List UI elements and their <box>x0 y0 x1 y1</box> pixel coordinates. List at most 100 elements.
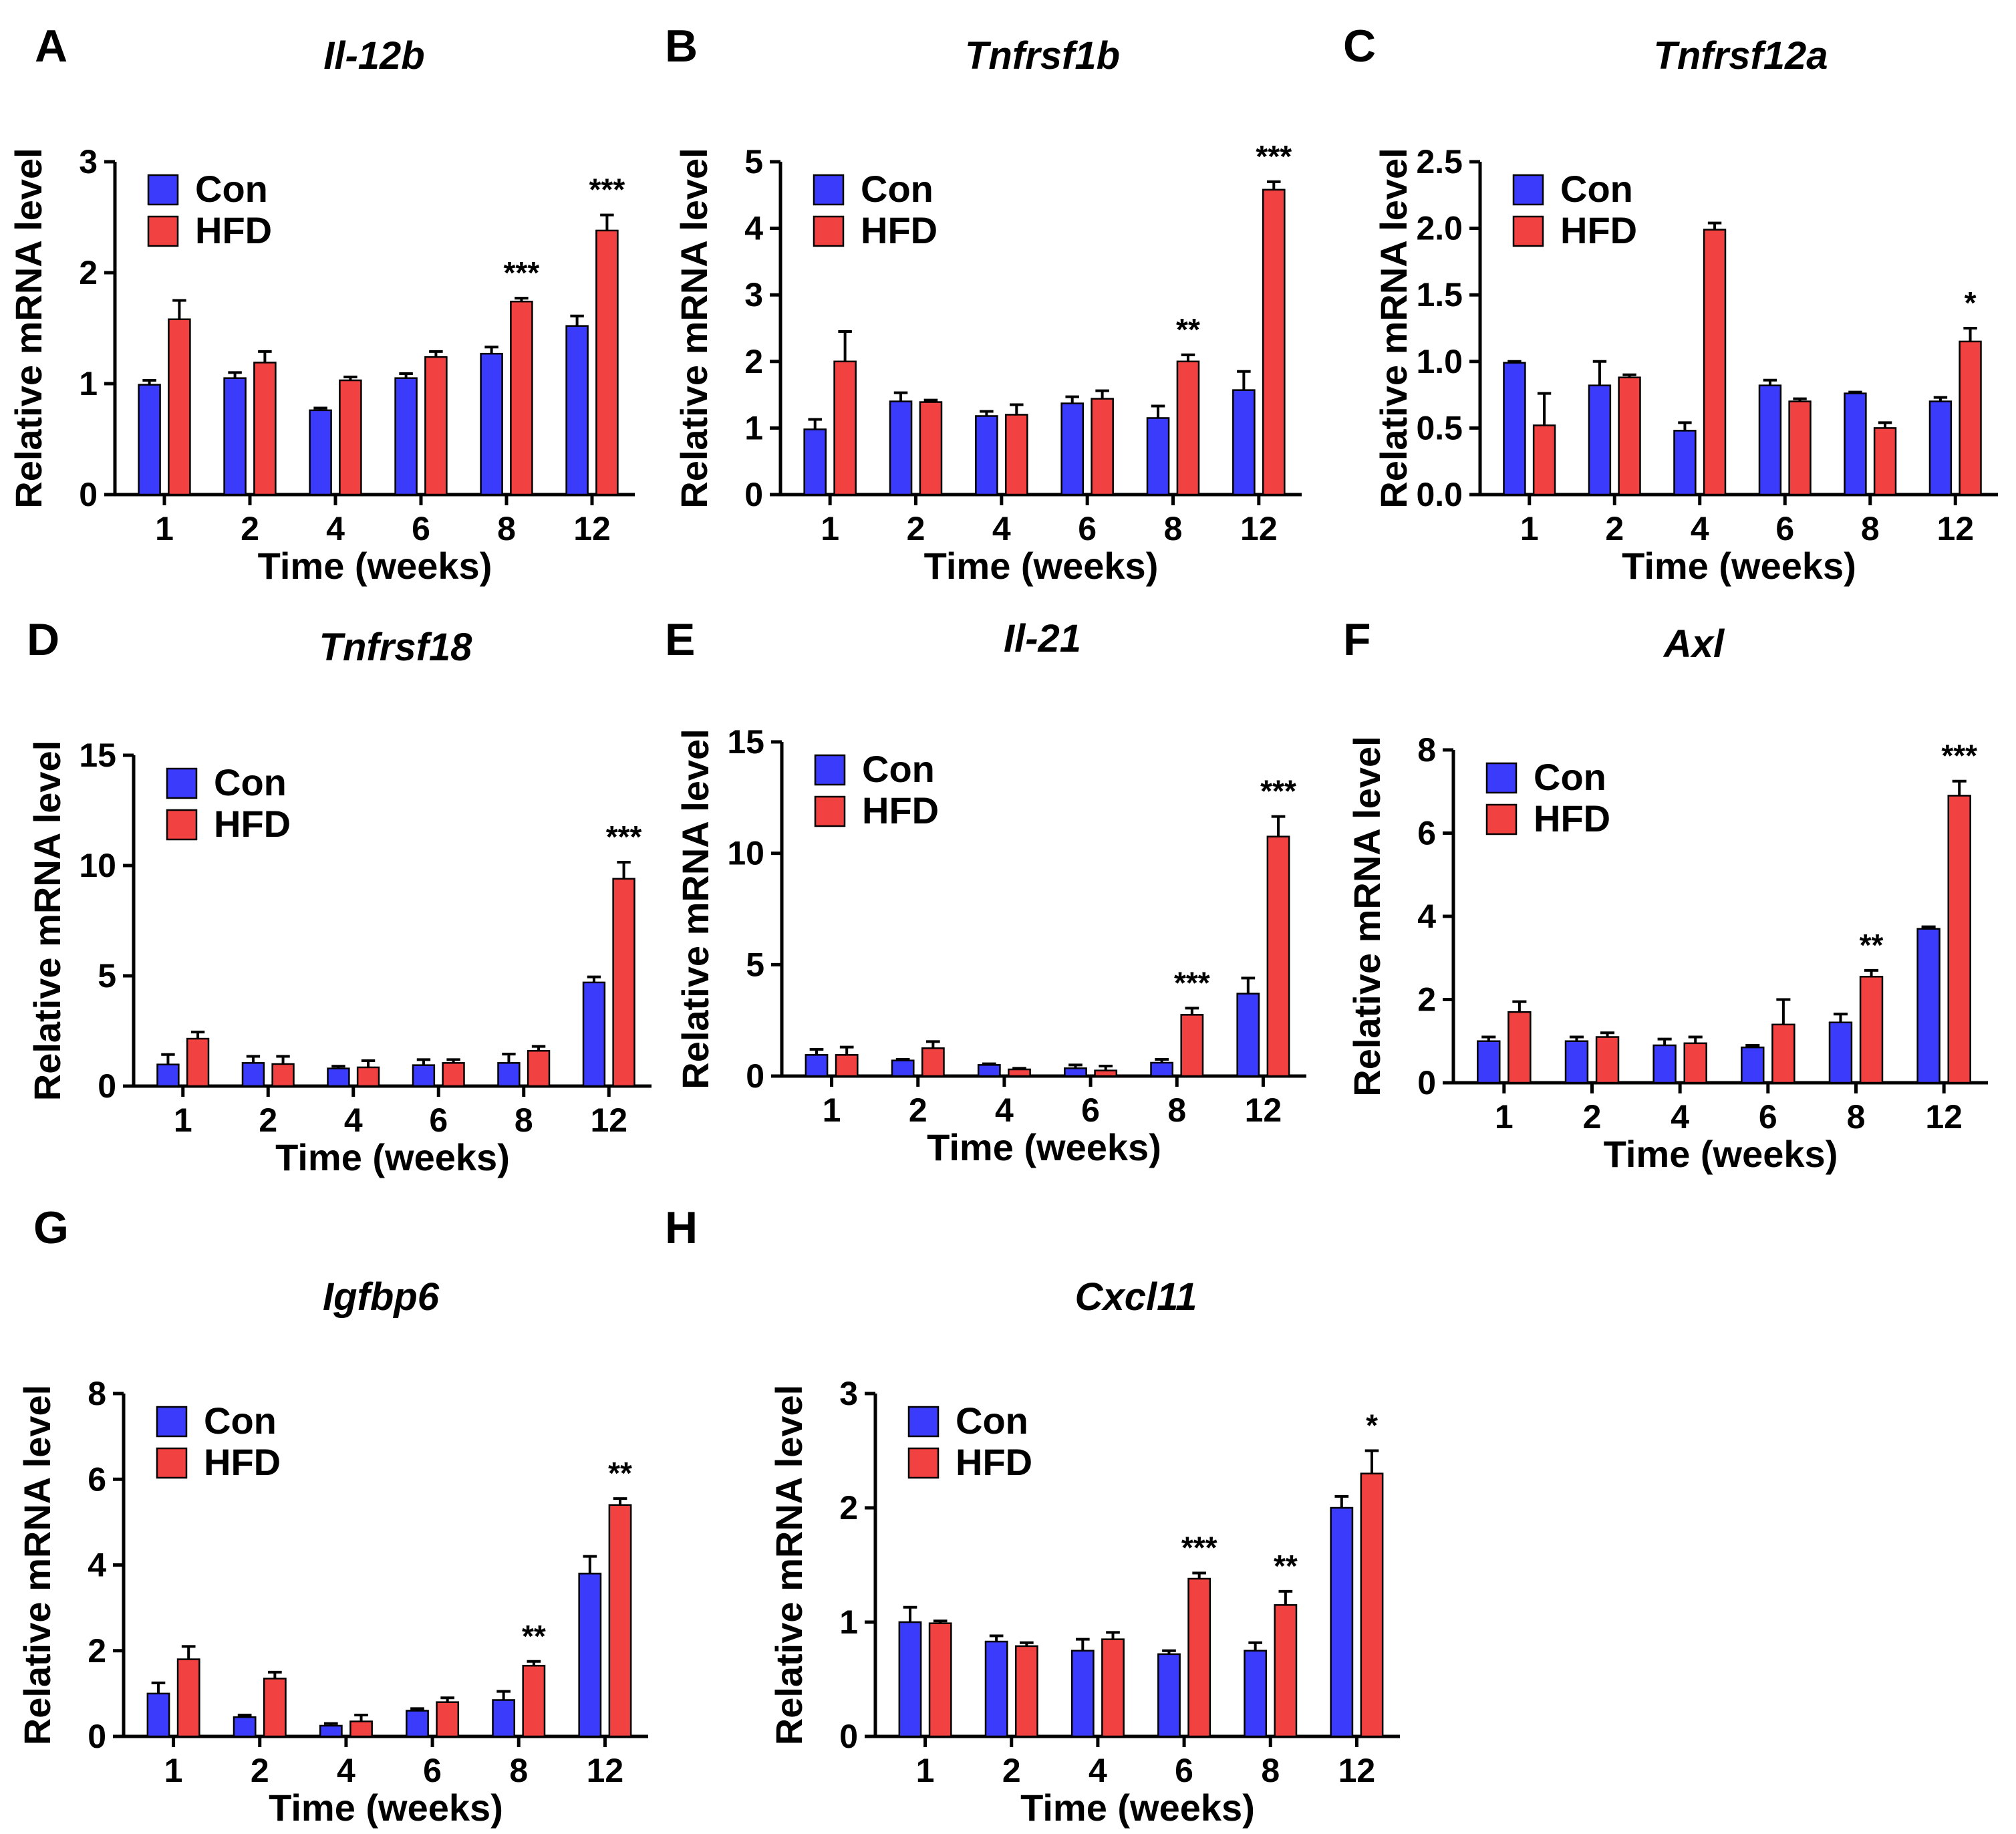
bar-hfd <box>1101 1638 1125 1738</box>
y-tick-label: 5 <box>744 143 763 180</box>
bar-con <box>1330 1506 1354 1738</box>
x-tick-label: 12 <box>587 1752 624 1789</box>
legend-swatch-con <box>907 1406 940 1438</box>
bar-hfd <box>1180 1014 1204 1077</box>
bar-con <box>889 400 913 496</box>
bar-con <box>1146 417 1170 496</box>
gene-title: Tnfrsf12a <box>1653 34 1828 78</box>
x-tick-label: 6 <box>1175 1752 1193 1789</box>
x-tick-label: 4 <box>1691 510 1709 547</box>
bar-con <box>1916 928 1940 1084</box>
bar-con <box>1503 362 1526 496</box>
legend-swatch-hfd <box>814 795 846 827</box>
y-axis-label: Relative mRNA level <box>674 729 716 1089</box>
bar-con <box>1588 384 1612 496</box>
y-tick-label: 0 <box>744 476 763 513</box>
x-tick-label: 2 <box>241 510 259 547</box>
legend-swatch-hfd <box>1512 215 1544 247</box>
legend-swatch-con <box>147 174 179 206</box>
x-tick-label: 6 <box>429 1101 448 1139</box>
x-tick-label: 12 <box>1936 510 1974 547</box>
significance-mark: ** <box>1860 928 1884 962</box>
y-tick-label: 2 <box>79 254 98 291</box>
bar-hfd <box>186 1037 210 1087</box>
bar-hfd <box>1959 340 1982 496</box>
legend-swatch-hfd <box>147 215 179 247</box>
panel-letter: A <box>35 21 67 72</box>
bar-con <box>984 1640 1008 1738</box>
x-tick-label: 2 <box>251 1752 269 1789</box>
y-tick-label: 1 <box>839 1603 858 1641</box>
legend-swatch-con <box>1485 762 1518 794</box>
y-tick-label: 0 <box>839 1718 858 1755</box>
bar-hfd <box>1703 229 1727 496</box>
legend-label-hfd: HFD <box>862 789 939 831</box>
x-tick-label: 12 <box>1240 510 1278 547</box>
significance-mark: ** <box>522 1619 546 1654</box>
y-tick-label: 2.5 <box>1416 143 1463 180</box>
legend-label-hfd: HFD <box>1560 209 1637 251</box>
legend-swatch-hfd <box>1485 803 1518 835</box>
bar-hfd <box>1187 1577 1211 1738</box>
bar-hfd <box>835 1054 859 1077</box>
significance-mark: *** <box>1256 139 1292 174</box>
x-tick-label: 1 <box>164 1752 183 1789</box>
y-tick-label: 2 <box>744 343 763 380</box>
bar-hfd <box>356 1066 380 1087</box>
panel-letter: D <box>27 614 59 665</box>
bar-con <box>1236 993 1260 1077</box>
y-tick-label: 1 <box>744 409 763 446</box>
bar-con <box>565 325 589 496</box>
legend-swatch-con <box>813 174 845 206</box>
y-tick-label: 8 <box>88 1375 106 1412</box>
bar-con <box>1928 400 1953 496</box>
y-tick-label: 0 <box>88 1718 106 1755</box>
bar-hfd <box>527 1049 551 1087</box>
significance-mark: *** <box>606 819 642 854</box>
x-tick-label: 8 <box>509 1752 528 1789</box>
bar-con <box>1244 1650 1268 1738</box>
bar-hfd <box>1274 1604 1298 1738</box>
bar-hfd <box>1262 188 1286 496</box>
bar-con <box>1060 402 1084 496</box>
bar-hfd <box>168 318 191 496</box>
bar-hfd <box>271 1063 295 1087</box>
bar-hfd <box>1532 424 1556 496</box>
legend-label-hfd: HFD <box>861 209 938 251</box>
bar-hfd <box>1094 1069 1118 1077</box>
bar-con <box>327 1067 350 1087</box>
significance-mark: ** <box>1274 1549 1298 1583</box>
bar-hfd <box>919 401 943 496</box>
x-axis-label: Time (weeks) <box>1020 1787 1255 1829</box>
panel-c: C Tnfrsf12a Relative mRNA level 0.0 0.5 1.0 1.… <box>1343 21 1998 587</box>
x-tick-label: 12 <box>573 510 611 547</box>
bar-con <box>803 428 827 496</box>
x-tick-label: 2 <box>909 1091 927 1129</box>
bar-con <box>412 1064 436 1087</box>
y-tick-label: 2 <box>1417 981 1436 1019</box>
panel-letter: C <box>1343 21 1376 72</box>
x-tick-label: 8 <box>1861 510 1880 547</box>
bar-hfd <box>1014 1645 1038 1738</box>
bar-hfd <box>1360 1472 1384 1738</box>
x-tick-label: 1 <box>1495 1098 1514 1136</box>
legend-label-con: Con <box>1534 756 1606 798</box>
bar-con <box>1652 1044 1677 1084</box>
bar-con <box>309 409 332 496</box>
gene-title: Axl <box>1663 622 1725 666</box>
y-tick-label: 10 <box>727 835 764 872</box>
x-tick-label: 6 <box>1081 1091 1100 1129</box>
legend-swatch-hfd <box>166 809 198 841</box>
bar-hfd <box>595 229 619 496</box>
y-tick-label: 0.5 <box>1416 409 1463 446</box>
legend-swatch-hfd <box>813 215 845 247</box>
x-tick-label: 8 <box>1164 510 1183 547</box>
legend-label-con: Con <box>956 1400 1028 1442</box>
legend-label-con: Con <box>195 168 268 210</box>
